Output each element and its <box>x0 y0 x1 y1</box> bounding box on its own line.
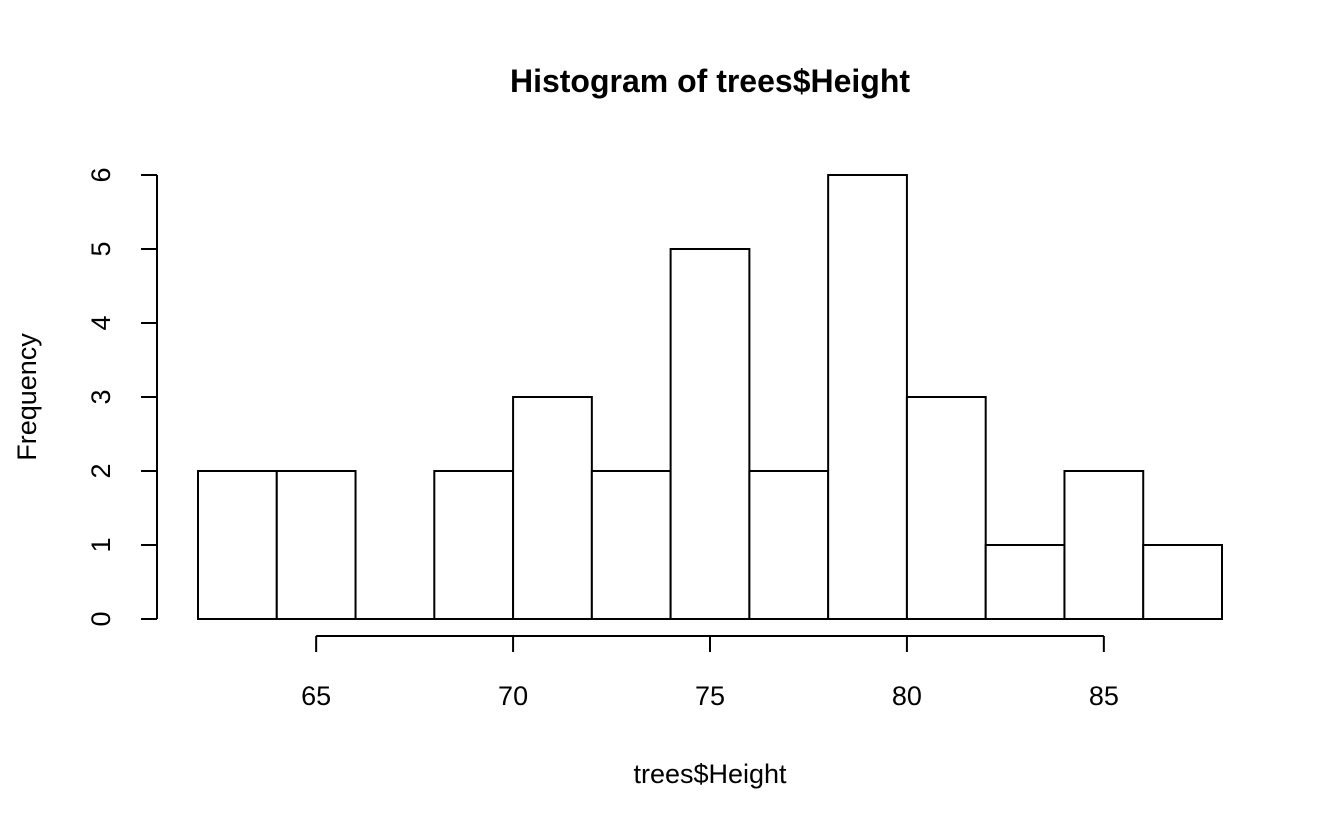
x-tick-label: 70 <box>498 681 528 711</box>
y-axis-label: Frequency <box>12 333 42 461</box>
histogram-bar <box>827 174 908 620</box>
bars-group <box>197 174 1223 620</box>
histogram-bar <box>197 470 278 620</box>
y-tick-label: 0 <box>86 611 116 626</box>
x-tick-label: 75 <box>695 681 725 711</box>
y-tick-label: 1 <box>86 537 116 552</box>
x-tick-label: 80 <box>892 681 922 711</box>
y-tick-label: 5 <box>86 241 116 256</box>
y-tick-label: 3 <box>86 389 116 404</box>
histogram-bar <box>433 470 515 620</box>
histogram-bar <box>590 470 672 620</box>
y-tick-label: 2 <box>86 463 116 478</box>
x-axis: 65 70 75 80 85 <box>301 635 1119 711</box>
x-tick-label: 85 <box>1089 681 1119 711</box>
y-tick-label: 6 <box>86 167 116 182</box>
histogram-bar <box>748 470 830 620</box>
histogram-bar <box>984 544 1066 620</box>
histogram-bar <box>1063 470 1145 620</box>
histogram-bar <box>275 470 357 620</box>
histogram-bar <box>905 396 987 620</box>
chart-title: Histogram of trees$Height <box>510 63 910 99</box>
y-tick-label: 4 <box>86 315 116 330</box>
x-tick-label: 65 <box>301 681 331 711</box>
histogram-bar <box>512 396 593 620</box>
histogram-bar <box>669 248 751 620</box>
x-axis-label: trees$Height <box>633 759 787 789</box>
histogram-bar <box>1142 544 1223 620</box>
y-axis: 0 1 2 3 4 5 6 <box>86 167 158 627</box>
